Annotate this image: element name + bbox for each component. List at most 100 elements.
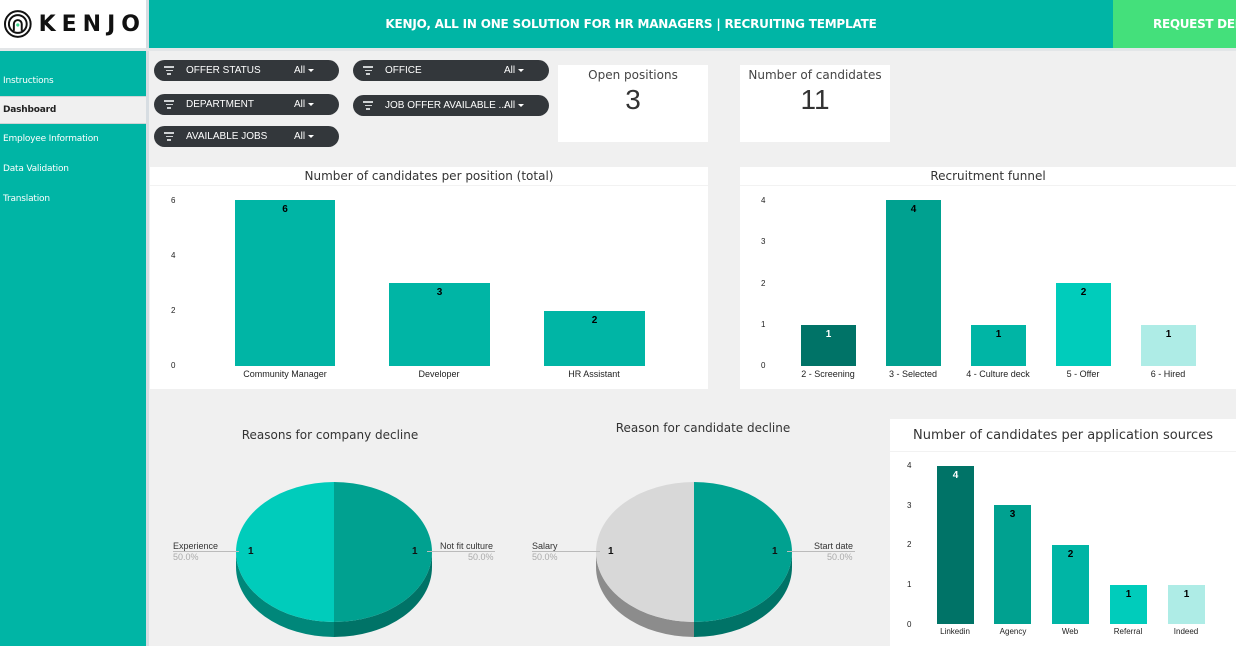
- logo-text: KENJO: [38, 11, 146, 37]
- sidebar: Instructions Dashboard Employee Informat…: [0, 51, 146, 646]
- leader-line: [787, 551, 855, 552]
- x-label: Agency: [999, 627, 1027, 636]
- kpi-title: Number of candidates: [748, 68, 882, 82]
- bar-value: 1: [1183, 589, 1190, 600]
- divider-vertical: [146, 0, 149, 646]
- pie-3d-company-decline: [236, 482, 432, 637]
- filter-icon: [164, 132, 174, 141]
- filter-icon: [363, 101, 373, 110]
- x-label: 4 - Culture deck: [966, 369, 1030, 379]
- bar-agency[interactable]: 3: [994, 505, 1031, 624]
- slice-value: 1: [772, 546, 778, 557]
- bar-web[interactable]: 2: [1052, 545, 1089, 624]
- kpi-value: 11: [800, 84, 830, 115]
- chart-recruitment-funnel: Recruitment funnel 4 3 2 1 0 1 4 1 2 1 2…: [740, 167, 1236, 389]
- y-tick: 0: [761, 361, 766, 370]
- sidebar-item-instructions[interactable]: Instructions: [0, 67, 146, 95]
- leader-line: [173, 551, 239, 552]
- kpi-number-of-candidates: Number of candidates 11: [740, 65, 890, 142]
- divider-horizontal: [0, 48, 1236, 51]
- slice-label: Start date: [814, 541, 854, 551]
- slice-value: 1: [248, 546, 254, 557]
- filter-value-dropdown[interactable]: All: [504, 100, 524, 111]
- sidebar-item-label: Instructions: [3, 76, 54, 86]
- kenjo-logo: KENJO: [0, 0, 146, 48]
- x-label: 2 - Screening: [801, 369, 855, 379]
- filter-value-dropdown[interactable]: All: [294, 131, 314, 142]
- bar-selected[interactable]: 4: [886, 200, 941, 366]
- bar-value: 2: [1080, 287, 1087, 298]
- filter-department[interactable]: DEPARTMENT All: [154, 94, 339, 115]
- sidebar-item-translation[interactable]: Translation: [0, 185, 146, 213]
- bar-community-manager[interactable]: 6: [235, 200, 335, 366]
- slice-percent: 50.0%: [532, 552, 558, 562]
- bar-value: 2: [1067, 549, 1074, 560]
- slice-not-fit-culture: [334, 482, 432, 622]
- filter-label: DEPARTMENT: [186, 99, 254, 110]
- bar-hr-assistant[interactable]: 2: [544, 311, 645, 366]
- bar-value: 1: [1165, 329, 1172, 340]
- x-label: HR Assistant: [568, 369, 620, 379]
- filter-value-dropdown[interactable]: All: [294, 65, 314, 76]
- bar-screening[interactable]: 1: [801, 325, 856, 366]
- y-tick: 3: [761, 237, 766, 246]
- y-tick: 4: [171, 251, 176, 260]
- y-tick: 1: [761, 320, 766, 329]
- x-label: Linkedin: [940, 627, 970, 636]
- filter-icon: [363, 66, 373, 75]
- y-tick: 4: [761, 196, 766, 205]
- y-tick: 2: [761, 279, 766, 288]
- y-tick: 2: [907, 540, 912, 549]
- header-title: KENJO, ALL IN ONE SOLUTION FOR HR MANAGE…: [385, 17, 877, 31]
- bar-value: 1: [995, 329, 1002, 340]
- y-tick: 6: [171, 196, 176, 205]
- sidebar-item-label: Dashboard: [3, 105, 57, 115]
- filter-value-dropdown[interactable]: All: [504, 65, 524, 76]
- bar-value: 3: [1009, 509, 1016, 520]
- bar-referral[interactable]: 1: [1110, 585, 1147, 624]
- y-tick: 0: [171, 361, 176, 370]
- kpi-title: Open positions: [588, 68, 678, 82]
- bar-developer[interactable]: 3: [389, 283, 490, 366]
- filter-available-jobs[interactable]: AVAILABLE JOBS All: [154, 126, 339, 147]
- bar-linkedin[interactable]: 4: [937, 466, 974, 624]
- filter-value-dropdown[interactable]: All: [294, 99, 314, 110]
- slice-percent: 50.0%: [468, 552, 494, 562]
- chart-title: Recruitment funnel: [740, 167, 1236, 186]
- bar-culture-deck[interactable]: 1: [971, 325, 1026, 366]
- bar-indeed[interactable]: 1: [1168, 585, 1205, 624]
- chart-candidates-per-position: Number of candidates per position (total…: [150, 167, 708, 389]
- filter-icon: [164, 66, 174, 75]
- filter-offer-status[interactable]: OFFER STATUS All: [154, 60, 339, 81]
- bar-value: 1: [1125, 589, 1132, 600]
- pie-3d-candidate-decline: [596, 482, 792, 637]
- sidebar-item-label: Data Validation: [3, 164, 69, 174]
- kenjo-maze-logo-icon: [3, 10, 32, 38]
- sidebar-item-employee-information[interactable]: Employee Information: [0, 125, 146, 153]
- leader-line: [532, 551, 600, 552]
- header-banner: KENJO, ALL IN ONE SOLUTION FOR HR MANAGE…: [149, 0, 1113, 48]
- sidebar-item-label: Translation: [3, 194, 50, 204]
- filter-job-offer-available[interactable]: JOB OFFER AVAILABLE ... All: [353, 95, 549, 116]
- bar-hired[interactable]: 1: [1141, 325, 1196, 366]
- bar-value: 4: [952, 470, 959, 481]
- x-label: Referral: [1113, 627, 1143, 636]
- sidebar-item-data-validation[interactable]: Data Validation: [0, 155, 146, 183]
- bar-offer[interactable]: 2: [1056, 283, 1111, 366]
- slice-label: Not fit culture: [440, 541, 494, 551]
- x-label: 5 - Offer: [1066, 369, 1100, 379]
- y-tick: 1: [907, 580, 912, 589]
- filter-label: OFFICE: [385, 65, 422, 76]
- x-label: Developer: [418, 369, 460, 379]
- bar-value: 1: [825, 329, 832, 340]
- sidebar-item-dashboard[interactable]: Dashboard: [0, 96, 146, 124]
- chart-title: Number of candidates per position (total…: [150, 167, 708, 186]
- bar-value: 2: [591, 315, 598, 326]
- filter-label: AVAILABLE JOBS: [186, 131, 268, 142]
- filter-office[interactable]: OFFICE All: [353, 60, 549, 81]
- y-tick: 0: [907, 620, 912, 629]
- request-demo-button[interactable]: REQUEST DEMO: [1113, 0, 1236, 48]
- chart-title: Number of candidates per application sou…: [890, 419, 1236, 452]
- slice-start-date: [694, 482, 792, 622]
- slice-percent: 50.0%: [173, 552, 199, 562]
